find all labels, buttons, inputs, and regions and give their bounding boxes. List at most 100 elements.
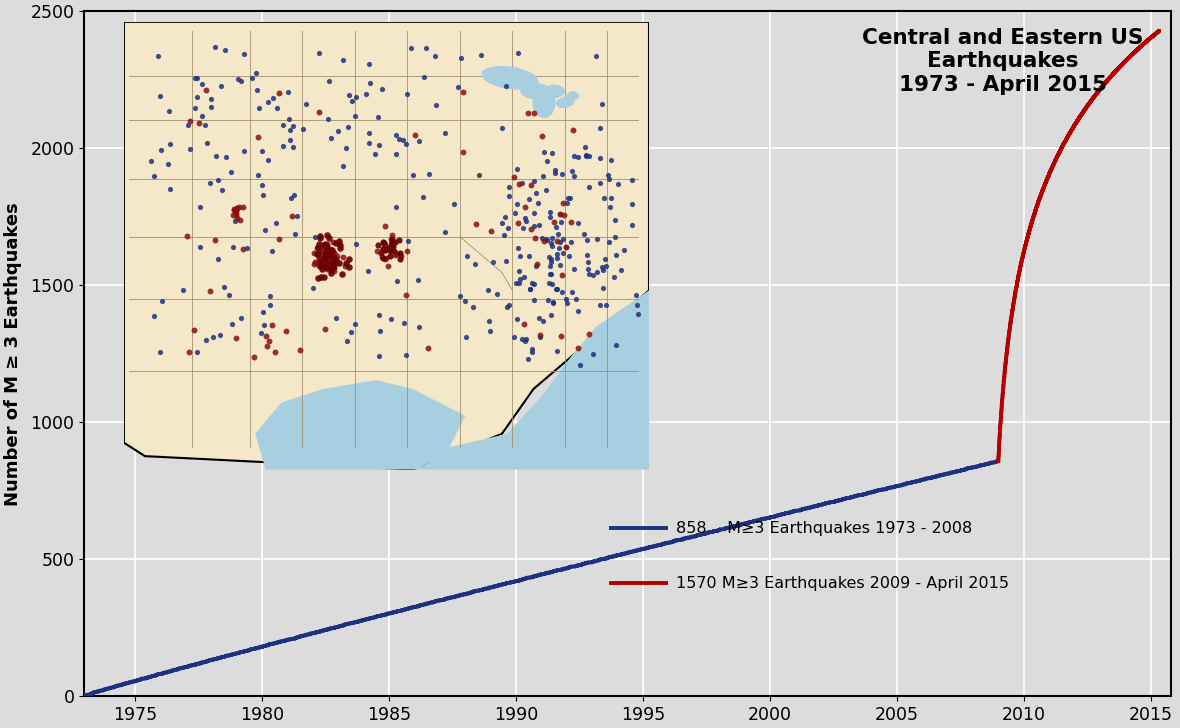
Point <box>281 124 300 135</box>
Point <box>227 332 245 344</box>
Point <box>365 148 384 159</box>
Point <box>191 201 210 213</box>
Point <box>205 234 224 245</box>
Point <box>382 239 401 250</box>
Point <box>359 266 378 277</box>
Point <box>281 134 300 146</box>
Polygon shape <box>418 290 649 470</box>
Point <box>540 211 559 223</box>
Point <box>376 245 395 256</box>
Point <box>623 174 642 186</box>
Point <box>599 173 618 185</box>
Point <box>374 253 393 264</box>
Point <box>197 137 216 149</box>
Point <box>394 317 413 328</box>
Point <box>522 223 540 235</box>
Ellipse shape <box>532 87 556 118</box>
Point <box>235 49 254 60</box>
Point <box>346 110 365 122</box>
Point <box>145 311 164 323</box>
Point <box>313 264 332 275</box>
Point <box>237 242 256 254</box>
Point <box>526 186 545 198</box>
Point <box>312 261 330 272</box>
Point <box>314 239 333 250</box>
Point <box>184 325 203 336</box>
Point <box>542 253 560 265</box>
Point <box>319 247 337 258</box>
Point <box>310 245 329 256</box>
Point <box>607 249 625 261</box>
Point <box>330 242 349 253</box>
Point <box>387 274 406 286</box>
Point <box>178 119 197 131</box>
Point <box>596 253 615 265</box>
Point <box>382 237 401 248</box>
Point <box>375 240 394 251</box>
Point <box>542 237 560 249</box>
Point <box>322 244 341 256</box>
Point <box>235 146 254 157</box>
Point <box>578 256 597 268</box>
Point <box>274 119 293 131</box>
Point <box>173 284 192 296</box>
Point <box>324 248 343 259</box>
Point <box>317 237 336 249</box>
Point <box>551 216 570 228</box>
Point <box>208 174 227 186</box>
Point <box>539 277 558 288</box>
Point <box>254 306 273 318</box>
Point <box>481 225 500 237</box>
Point <box>319 256 337 267</box>
Point <box>584 348 603 360</box>
Point <box>387 249 406 261</box>
Point <box>520 283 539 295</box>
Point <box>548 253 566 264</box>
Point <box>375 253 394 265</box>
Point <box>315 248 334 260</box>
Point <box>276 325 295 337</box>
Point <box>548 283 566 295</box>
Point <box>512 333 531 345</box>
Point <box>622 219 641 231</box>
Point <box>479 315 498 327</box>
Point <box>316 248 335 260</box>
Point <box>320 75 339 87</box>
Point <box>520 283 539 295</box>
Point <box>602 192 621 204</box>
Point <box>374 236 393 248</box>
Point <box>592 261 611 272</box>
Point <box>211 329 230 341</box>
Point <box>309 47 328 59</box>
Point <box>227 202 245 214</box>
Point <box>379 242 398 254</box>
Point <box>525 277 544 289</box>
Point <box>497 256 516 267</box>
Point <box>426 50 445 62</box>
Point <box>313 252 332 264</box>
Point <box>373 84 392 95</box>
Point <box>179 346 198 357</box>
Point <box>202 94 221 106</box>
Point <box>564 170 583 181</box>
Point <box>312 256 330 268</box>
Point <box>623 198 642 210</box>
Point <box>391 253 409 264</box>
Point <box>575 229 594 240</box>
Point <box>542 268 560 280</box>
Point <box>496 211 514 223</box>
Point <box>590 298 609 310</box>
Point <box>327 237 346 249</box>
Point <box>546 221 565 233</box>
Point <box>507 163 526 175</box>
Point <box>511 273 530 285</box>
Point <box>590 152 609 164</box>
Point <box>382 236 401 248</box>
Point <box>328 250 347 262</box>
Point <box>322 261 341 272</box>
Point <box>248 84 267 96</box>
Point <box>342 95 361 107</box>
Point <box>500 190 519 202</box>
Point <box>323 256 342 268</box>
Point <box>375 221 394 232</box>
